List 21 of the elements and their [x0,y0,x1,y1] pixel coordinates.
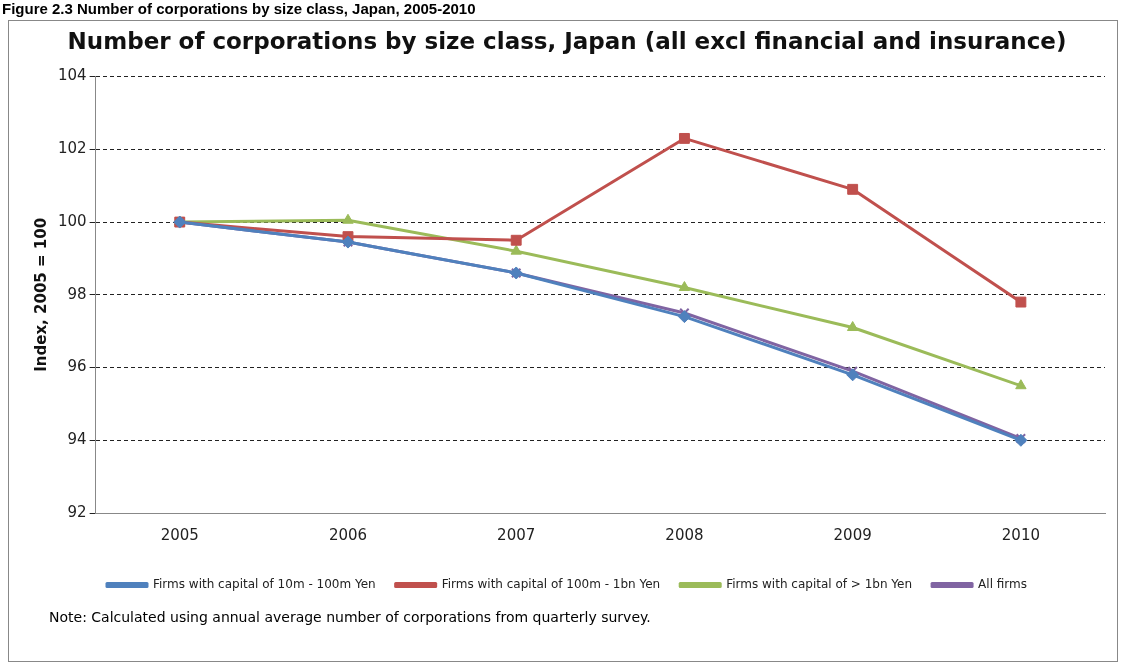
chart-title: Number of corporations by size class, Japan (all excl financial and insurance) [67,27,1067,54]
y-tick-label: 102 [57,139,87,158]
caption: Figure 2.3 Number of corporations by size class, Japan, 2005-2010 [2,0,476,17]
y-tick-label: 100 [57,211,87,230]
y-axis-title: Index, 2005 = 100 [31,217,50,372]
x-tick-label: 2010 [1001,525,1040,544]
x-tick-label: 2007 [497,525,536,544]
y-tick-label: 98 [67,284,87,303]
legend-label: Firms with capital of 10m - 100m Yen [153,577,376,592]
y-tick-label: 92 [67,502,87,521]
text: Note: Calculated using annual average number of corporations from quarterly survey. [49,609,651,625]
legend-label: Firms with capital of > 1bn Yen [726,577,913,592]
y-tick-label: 94 [67,430,87,449]
x-tick-label: 2008 [665,525,704,544]
y-tick-label: 104 [57,66,87,85]
x-tick-label: 2009 [833,525,872,544]
x-tick-label: 2005 [160,525,199,544]
y-tick-label: 96 [67,357,87,376]
x-tick-label: 2006 [328,525,368,544]
legend-label: Firms with capital of 100m - 1bn Yen [441,577,661,592]
legend-label: All firms [978,577,1028,592]
